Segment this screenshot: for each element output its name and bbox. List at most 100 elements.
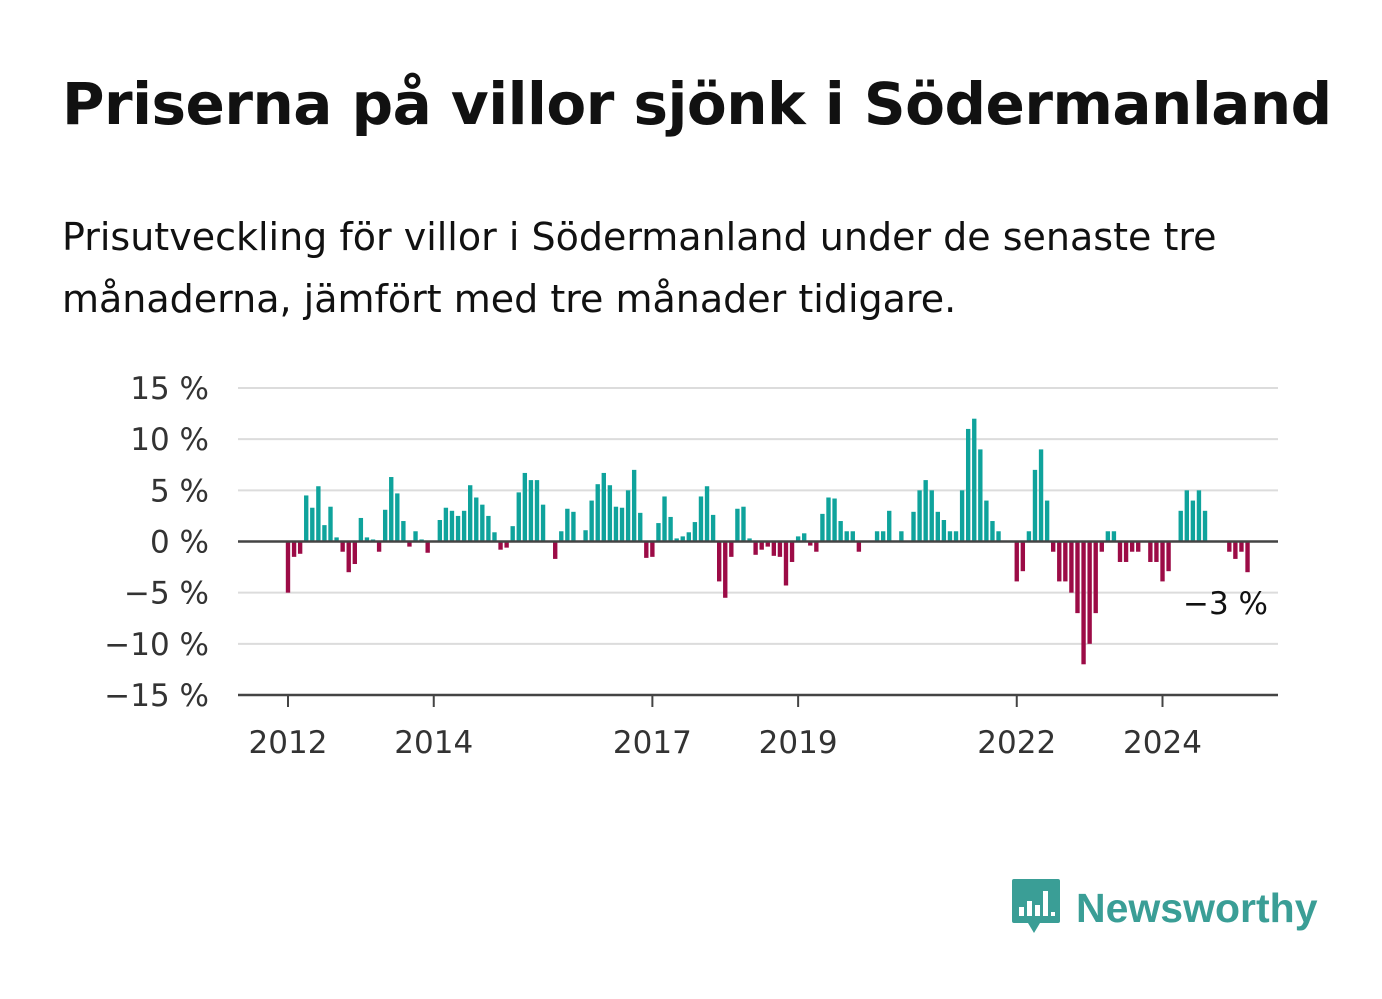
bar xyxy=(874,531,880,542)
bar xyxy=(723,541,728,598)
bar xyxy=(1202,510,1208,542)
bar xyxy=(656,523,661,542)
bar xyxy=(1044,500,1050,542)
bar xyxy=(789,541,795,562)
chart-title: Priserna på villor sjönk i Södermanland xyxy=(62,70,1332,138)
bar xyxy=(814,541,819,552)
bar xyxy=(638,512,643,542)
bar xyxy=(498,541,503,550)
x-tick-label: 2022 xyxy=(977,725,1056,761)
bar xyxy=(1087,541,1092,644)
bar xyxy=(468,485,473,542)
bar xyxy=(334,537,339,542)
bar xyxy=(316,486,321,542)
bar xyxy=(1075,541,1080,614)
chart-subtitle: Prisutveckling för villor i Södermanland… xyxy=(62,215,1217,321)
bar xyxy=(917,490,922,542)
bar xyxy=(777,541,783,557)
bar xyxy=(795,536,801,542)
bar xyxy=(1081,541,1086,665)
bar xyxy=(1038,449,1044,542)
bar xyxy=(1129,541,1135,552)
bar xyxy=(808,541,813,546)
gridlines xyxy=(238,387,1278,645)
bar xyxy=(753,541,758,555)
y-tick-label: 5 % xyxy=(150,473,209,509)
bar xyxy=(595,484,600,542)
bar xyxy=(735,508,740,542)
bar xyxy=(565,508,570,542)
y-tick-label: 15 % xyxy=(130,371,209,407)
bar xyxy=(838,521,843,542)
bar xyxy=(474,497,479,542)
x-tick-label: 2014 xyxy=(394,725,473,761)
bar xyxy=(850,531,855,542)
bar xyxy=(401,521,406,542)
bar xyxy=(880,531,886,542)
bar xyxy=(583,530,588,542)
bar xyxy=(389,477,394,542)
bar xyxy=(425,541,430,553)
bar xyxy=(449,510,455,542)
bar xyxy=(1111,531,1117,542)
bar xyxy=(322,525,327,542)
bar xyxy=(1160,541,1165,582)
bar xyxy=(492,532,497,542)
bar xyxy=(771,541,777,556)
bar xyxy=(376,541,382,552)
bar xyxy=(856,541,862,552)
bar xyxy=(571,511,576,542)
bar xyxy=(310,507,315,542)
bar xyxy=(717,541,722,582)
x-tick-label: 2012 xyxy=(249,725,328,761)
bar xyxy=(285,541,291,593)
bar xyxy=(996,531,1001,542)
bar xyxy=(413,531,418,542)
bar xyxy=(747,538,752,542)
bar xyxy=(528,480,534,542)
bar xyxy=(1233,541,1238,559)
bar xyxy=(304,495,309,542)
bar xyxy=(1026,531,1032,542)
bar xyxy=(704,486,710,542)
y-tick-label: −5 % xyxy=(124,576,209,612)
bar xyxy=(613,506,619,542)
bar xyxy=(765,541,770,547)
bar xyxy=(698,496,704,542)
bar xyxy=(1239,541,1244,552)
bar xyxy=(1069,541,1074,593)
bar xyxy=(559,531,564,542)
newsworthy-logo-icon xyxy=(1012,879,1060,933)
bar xyxy=(729,541,734,557)
bar xyxy=(820,513,825,542)
bar xyxy=(510,526,515,542)
bar xyxy=(607,485,613,542)
bar xyxy=(650,541,655,557)
bar xyxy=(1148,541,1153,562)
y-axis-tick-labels: 15 % 10 % 5 % 0 % −5 % −10 % −15 % xyxy=(104,371,209,714)
bar xyxy=(783,541,789,586)
bar xyxy=(534,480,540,542)
bar xyxy=(923,480,928,542)
bar xyxy=(437,520,443,542)
bar xyxy=(741,506,746,542)
bar xyxy=(1117,541,1123,562)
x-tick-label: 2024 xyxy=(1123,725,1202,761)
bar xyxy=(959,490,965,542)
bar xyxy=(1032,469,1038,542)
bar xyxy=(984,500,989,542)
bar xyxy=(291,541,297,557)
bar xyxy=(522,472,528,542)
bar xyxy=(972,418,977,542)
y-tick-label: −10 % xyxy=(104,627,209,663)
bar xyxy=(297,541,303,554)
bar xyxy=(947,531,953,542)
x-tick-label: 2017 xyxy=(613,725,692,761)
bars xyxy=(285,418,1250,665)
bar xyxy=(832,498,837,542)
bar xyxy=(1154,541,1159,562)
bar xyxy=(899,531,904,542)
bar xyxy=(680,536,685,542)
bar xyxy=(1063,541,1068,582)
